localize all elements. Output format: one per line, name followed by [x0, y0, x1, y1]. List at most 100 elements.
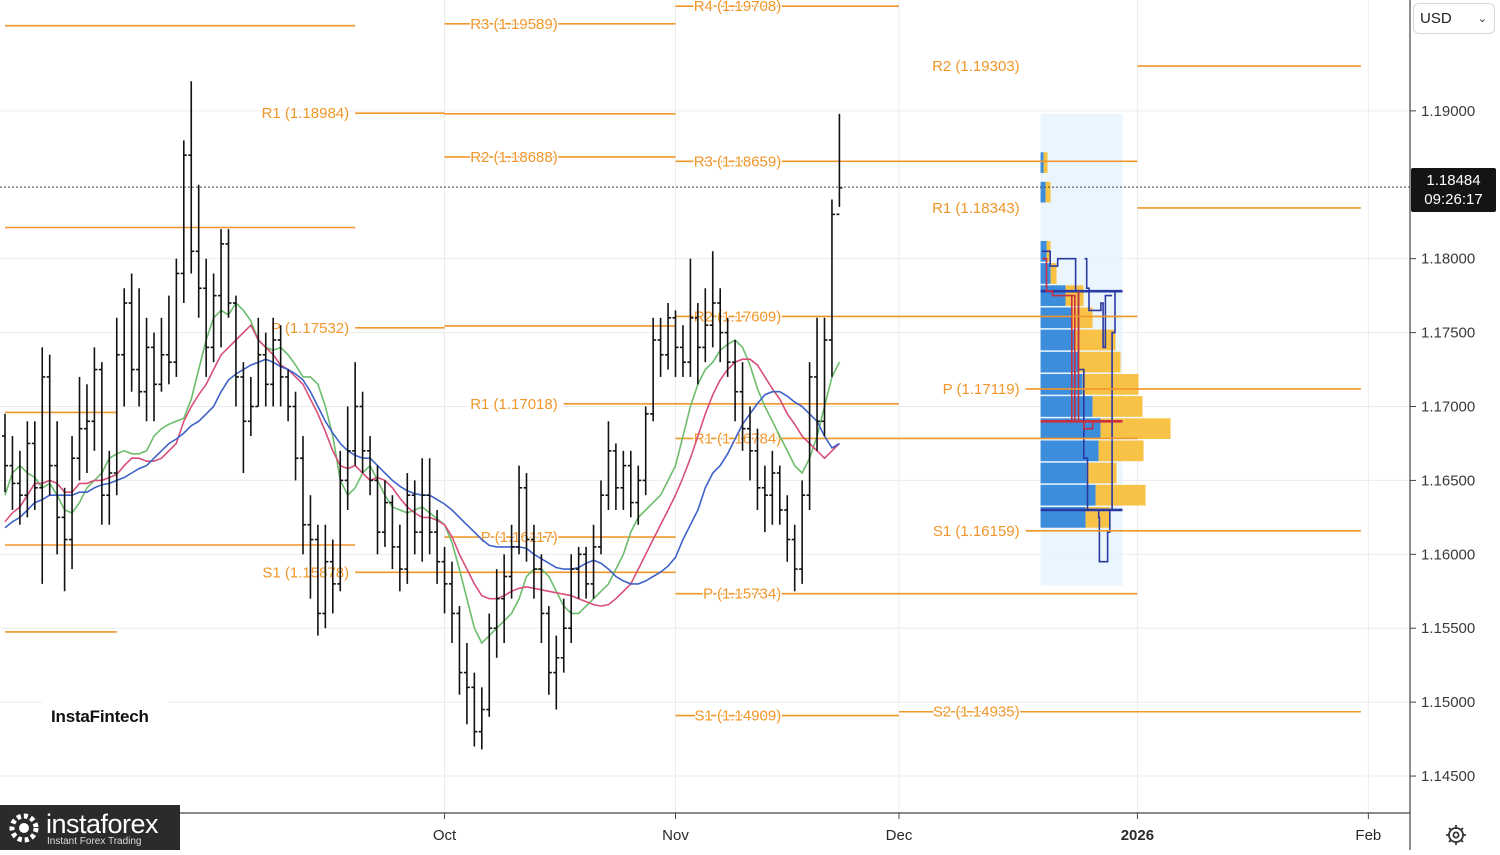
grid-lines: [0, 0, 1410, 813]
ohlc-bar-53: [396, 524, 403, 592]
ohlc-bar-26: [195, 184, 202, 318]
ohlc-bar-23: [173, 258, 180, 377]
volume-bin-orange-1: [1045, 181, 1051, 203]
ohlc-bar-28: [210, 273, 217, 363]
volume-bin-blue-0: [1040, 152, 1044, 173]
volume-bin-blue-6: [1040, 329, 1076, 351]
ohlc-bar-11: [83, 384, 90, 474]
volume-bin-blue-3: [1040, 263, 1051, 284]
ohlc-bar-50: [374, 465, 381, 555]
ohlc-bar-8: [61, 487, 68, 592]
ohlc-bar-7: [54, 421, 61, 555]
ohlc-bar-98: [732, 339, 739, 422]
ohlc-bar-9: [69, 436, 76, 570]
ohlc-bar-88: [657, 317, 664, 377]
price-tick-label-5: 1.16000: [1421, 546, 1475, 563]
instaforex-logo-text: instaforex: [46, 809, 159, 839]
ohlc-bar-94: [702, 288, 709, 363]
volume-bin-orange-0: [1043, 152, 1048, 173]
ohlc-bar-101: [754, 428, 761, 510]
candle-countdown: 09:26:17: [1424, 191, 1483, 208]
ohlc-bar-75: [560, 598, 567, 673]
volume-bin-orange-9: [1092, 396, 1143, 417]
ohlc-bar-59: [441, 546, 448, 614]
pivot-label-26: S2 (1.14935): [933, 704, 1020, 721]
ohlc-bar-73: [545, 606, 552, 695]
volume-bin-orange-12: [1086, 462, 1117, 484]
ohlc-bar-21: [158, 317, 165, 392]
ohlc-bar-29: [218, 229, 225, 348]
ohlc-bar-19: [143, 317, 150, 422]
ohlc-bar-109: [814, 317, 821, 451]
ohlc-bar-55: [411, 480, 418, 555]
ohlc-bars: [2, 81, 843, 750]
ohlc-bar-87: [650, 317, 657, 422]
volume-bin-orange-13: [1095, 484, 1146, 506]
ohlc-bar-90: [672, 310, 679, 377]
ohlc-bar-60: [449, 561, 455, 644]
ohlc-bar-65: [486, 613, 493, 717]
ohlc-bar-58: [434, 509, 441, 584]
ohlc-bar-35: [262, 332, 269, 407]
ohlc-bar-92: [687, 258, 694, 377]
price-tick-label-1: 1.18000: [1421, 251, 1475, 268]
instafintech-watermark: InstaFintech: [42, 680, 168, 742]
volume-bin-blue-14: [1040, 507, 1086, 528]
ohlc-bar-49: [367, 436, 374, 496]
ohlc-bar-33: [247, 376, 254, 437]
ohlc-bar-104: [776, 465, 783, 525]
ohlc-bar-105: [784, 495, 791, 562]
ohlc-bar-83: [620, 450, 627, 510]
ohlc-bar-63: [471, 672, 478, 747]
date-tick-label-3: 2026: [1121, 827, 1154, 844]
time-axis-labels: Oct Nov Dec 2026 Feb: [433, 813, 1381, 844]
instaforex-tagline: Instant Forex Trading: [47, 836, 142, 847]
ohlc-bar-10: [76, 376, 83, 481]
pivot-label-24: P (1.17119): [943, 381, 1020, 398]
date-tick-label-2: Dec: [886, 827, 913, 844]
price-tick-label-8: 1.14500: [1421, 768, 1475, 785]
price-tick-label-6: 1.15500: [1421, 620, 1475, 637]
pivot-label-27: R2 (1.19303): [932, 58, 1020, 75]
ohlc-bar-52: [389, 495, 396, 570]
ohlc-bar-68: [508, 524, 515, 599]
ohlc-bar-27: [203, 258, 210, 377]
ohlc-bar-22: [165, 295, 172, 385]
ohlc-bar-48: [359, 391, 366, 474]
ohlc-bar-18: [136, 288, 143, 407]
price-tick-label-0: 1.19000: [1421, 103, 1475, 120]
instafintech-logo-text: InstaFintech: [51, 707, 149, 726]
price-tick-label-4: 1.16500: [1421, 472, 1475, 489]
pivot-label-28: R1 (1.18343): [932, 200, 1020, 217]
ohlc-bar-102: [761, 465, 768, 533]
volume-bin-blue-1: [1040, 181, 1046, 203]
pivot-label-30: S1 (1.16159): [933, 523, 1020, 540]
ohlc-bar-36: [270, 317, 277, 407]
volume-bin-blue-13: [1040, 484, 1096, 506]
currency-dropdown[interactable]: USD ⌄: [1413, 3, 1495, 34]
settings-gear-icon[interactable]: [1443, 822, 1469, 848]
ohlc-bar-62: [463, 643, 470, 725]
ohlc-bar-37: [277, 325, 284, 407]
pivot-label-18: R1 (1.16784): [694, 430, 782, 447]
volume-bin-blue-9: [1040, 396, 1093, 417]
ohlc-bar-112: [836, 113, 843, 216]
ohlc-bar-13: [98, 362, 105, 525]
ohlc-bar-78: [583, 546, 590, 599]
ohlc-bar-4: [31, 421, 38, 510]
ohlc-bar-81: [605, 421, 612, 510]
volume-bin-blue-12: [1040, 462, 1087, 484]
last-price-tag: 1.18484 09:26:17: [1411, 168, 1496, 212]
volume-bin-blue-8: [1040, 373, 1083, 395]
pivot-label-17: R1 (1.17018): [470, 396, 558, 413]
volume-bin-orange-6: [1075, 329, 1116, 351]
ohlc-bar-106: [791, 524, 798, 592]
volume-bin-orange-5: [1072, 307, 1093, 329]
ohlc-bar-30: [225, 229, 232, 318]
volume-profile: [1040, 113, 1171, 586]
ohlc-bar-74: [553, 635, 560, 710]
price-tick-label-7: 1.15000: [1421, 694, 1475, 711]
ohlc-bar-54: [404, 473, 411, 584]
